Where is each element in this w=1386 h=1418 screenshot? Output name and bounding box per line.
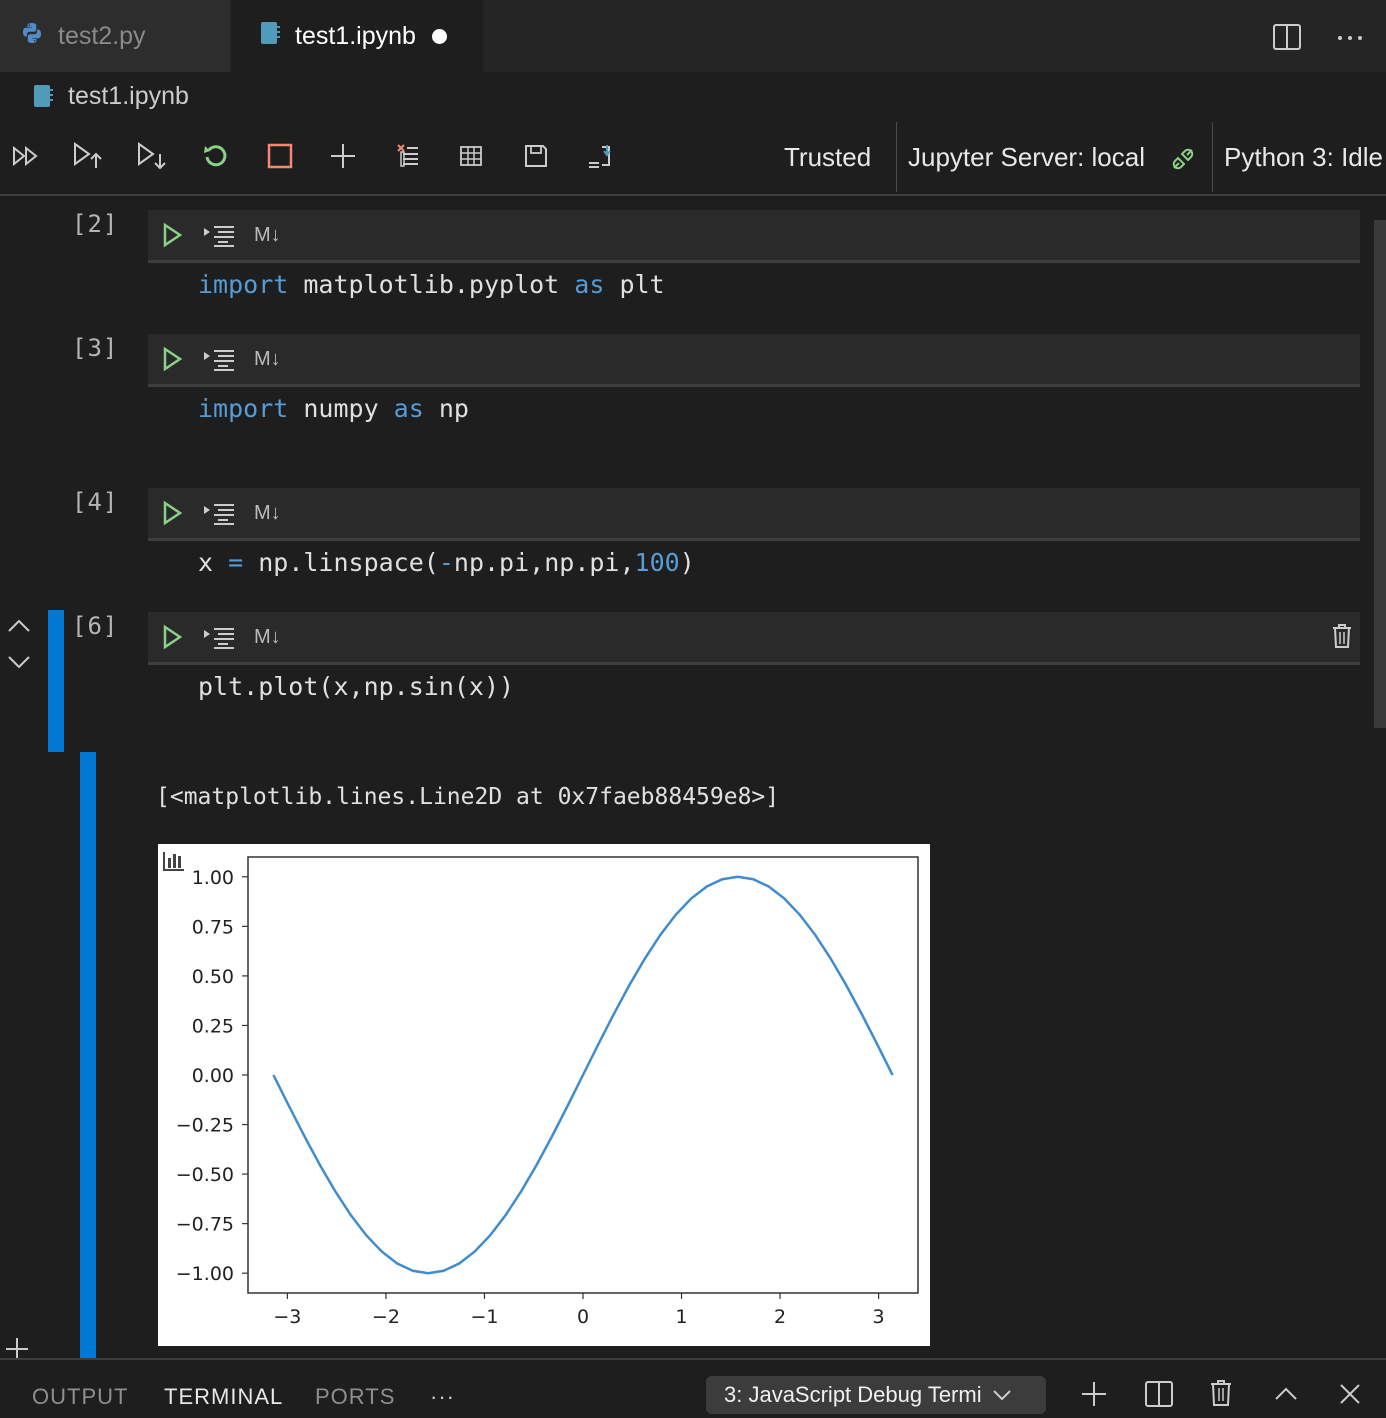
cell-selection-bar (48, 610, 64, 752)
x-tick-label: 1 (675, 1306, 687, 1328)
y-tick-label: 0.50 (192, 966, 234, 988)
add-cell-icon[interactable] (325, 138, 361, 174)
code-line[interactable]: plt.plot(x,np.sin(x)) (198, 672, 515, 701)
toolbar-separator (896, 122, 897, 192)
markdown-toggle[interactable]: M↓ (254, 626, 281, 648)
tab-test1-ipynb[interactable]: test1.ipynb (231, 0, 483, 72)
x-tick-label: −2 (372, 1306, 400, 1328)
cell-execution-count: [6] (72, 612, 119, 640)
plot-output: 1.00 0.75 0.50 0.25 0.00 −0.25 −0.50 −0.75 −1.00… (158, 844, 930, 1346)
panel-more-icon[interactable]: ··· (430, 1384, 455, 1409)
breadcrumb-file[interactable]: test1.ipynb (68, 81, 189, 110)
output-text: [<matplotlib.lines.Line2D at 0x7faeb8845… (156, 784, 780, 810)
run-below-icon[interactable] (134, 138, 170, 174)
y-tick-label: 0.75 (192, 916, 234, 938)
run-by-line-icon[interactable] (202, 222, 236, 253)
y-tick-label: −0.50 (176, 1164, 234, 1186)
scrollbar-thumb[interactable] (1374, 220, 1386, 728)
x-tick-label: 0 (577, 1306, 589, 1328)
sine-chart: 1.00 0.75 0.50 0.25 0.00 −0.25 −0.50 −0.75 −1.00… (162, 850, 919, 1328)
tab-test2-py[interactable]: test2.py (0, 0, 230, 72)
x-tick-label: 2 (774, 1306, 786, 1328)
variables-icon[interactable] (453, 138, 489, 174)
plot-viewer-icon[interactable] (162, 850, 184, 872)
run-above-icon[interactable] (70, 138, 106, 174)
add-cell-icon[interactable] (4, 1336, 30, 1367)
bottom-panel (0, 1358, 1386, 1418)
code-line[interactable]: import matplotlib.pyplot as plt (198, 270, 665, 299)
y-tick-label: 0.25 (192, 1015, 234, 1037)
python-icon (20, 21, 44, 52)
x-tick-label: −1 (470, 1306, 498, 1328)
kernel-status[interactable]: Python 3: Idle (1224, 142, 1383, 172)
x-tick-label: −3 (273, 1306, 301, 1328)
markdown-toggle[interactable]: M↓ (254, 348, 281, 370)
cell-execution-count: [3] (72, 334, 119, 362)
tab-label: test1.ipynb (295, 21, 416, 50)
run-by-line-icon[interactable] (202, 346, 236, 377)
toolbar-separator (1212, 122, 1213, 192)
panel-tab-ports[interactable]: PORTS (315, 1384, 396, 1409)
terminal-select-value: 3: JavaScript Debug Termi (724, 1382, 982, 1407)
editor-tab-bar: test2.py test1.ipynb (0, 0, 1386, 72)
notebook-toolbar: Trusted Jupyter Server: local Python 3: … (0, 120, 1386, 196)
panel-tab-output[interactable]: OUTPUT (32, 1384, 129, 1409)
x-tick-label: 3 (873, 1306, 885, 1328)
close-panel-icon[interactable] (1336, 1380, 1364, 1413)
run-cell-icon[interactable] (160, 500, 184, 531)
markdown-toggle[interactable]: M↓ (254, 224, 281, 246)
y-tick-label: −1.00 (176, 1263, 234, 1285)
kill-terminal-icon[interactable] (1208, 1378, 1234, 1413)
new-terminal-icon[interactable] (1080, 1380, 1108, 1413)
code-line[interactable]: import numpy as np (198, 394, 469, 423)
trusted-status[interactable]: Trusted (784, 142, 872, 172)
y-tick-label: −0.75 (176, 1214, 234, 1236)
restart-kernel-icon[interactable] (198, 138, 234, 174)
tab-label: test2.py (58, 21, 146, 50)
y-tick-label: 0.00 (192, 1065, 234, 1087)
run-all-icon[interactable] (8, 138, 44, 174)
clear-outputs-icon[interactable] (390, 138, 426, 174)
export-icon[interactable] (582, 138, 618, 174)
run-cell-icon[interactable] (160, 222, 184, 253)
jupyter-server-status[interactable]: Jupyter Server: local (908, 142, 1145, 172)
cell-toolbar (148, 334, 1360, 387)
terminal-select[interactable]: 3: JavaScript Debug Termi (706, 1376, 1046, 1414)
more-actions-icon[interactable] (1334, 22, 1366, 52)
chevron-up-icon[interactable] (6, 616, 32, 641)
run-by-line-icon[interactable] (202, 500, 236, 531)
split-editor-icon[interactable] (1272, 22, 1302, 52)
split-terminal-icon[interactable] (1144, 1380, 1174, 1413)
cell-execution-count: [2] (72, 210, 119, 238)
run-by-line-icon[interactable] (202, 624, 236, 655)
interrupt-kernel-icon[interactable] (262, 138, 298, 174)
save-icon[interactable] (518, 138, 554, 174)
output-selection-bar (80, 752, 96, 1358)
cell-execution-count: [4] (72, 488, 119, 516)
run-cell-icon[interactable] (160, 346, 184, 377)
y-tick-label: −0.25 (176, 1115, 234, 1137)
y-tick-label: 1.00 (192, 867, 234, 889)
panel-tab-terminal[interactable]: TERMINAL (164, 1384, 284, 1409)
cell-toolbar (148, 612, 1360, 665)
cell-toolbar (148, 210, 1360, 263)
unsaved-dot-icon[interactable] (431, 28, 447, 44)
run-cell-icon[interactable] (160, 624, 184, 655)
maximize-panel-icon[interactable] (1272, 1382, 1300, 1411)
notebook-icon (32, 83, 54, 109)
series-line (272, 875, 894, 1275)
chevron-down-icon[interactable] (6, 652, 32, 677)
code-line[interactable]: x = np.linspace(-np.pi,np.pi,100) (198, 548, 695, 577)
chevron-down-icon (992, 1388, 1012, 1402)
cell-toolbar (148, 488, 1360, 541)
delete-cell-icon[interactable] (1330, 622, 1354, 655)
notebook-icon (259, 20, 281, 53)
breadcrumb: test1.ipynb (0, 72, 1386, 120)
markdown-toggle[interactable]: M↓ (254, 502, 281, 524)
plug-connected-icon (1170, 146, 1196, 172)
